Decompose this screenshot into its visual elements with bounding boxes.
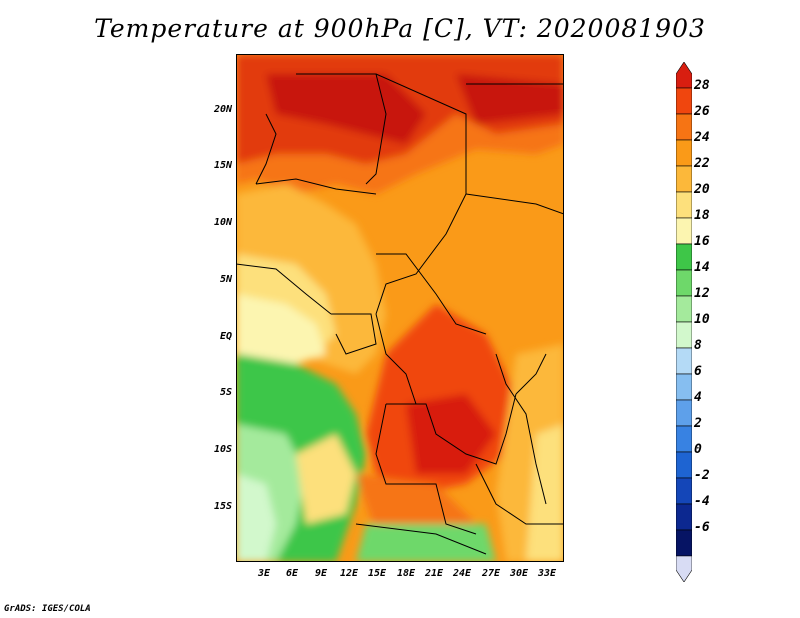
lon-label-18e: 18E <box>396 568 416 579</box>
colorbar-segment <box>675 165 693 193</box>
colorbar-label-4: 4 <box>694 390 702 405</box>
colorbar-segment <box>675 61 693 89</box>
lat-label-15n: 15N <box>213 160 232 171</box>
lon-label-12e: 12E <box>339 568 359 579</box>
colorbar-label-12: 12 <box>694 286 710 301</box>
grads-credit: GrADS: IGES/COLA <box>4 604 91 614</box>
colorbar-label-14: 14 <box>694 260 710 275</box>
colorbar-segment <box>675 321 693 349</box>
colorbar-label-22: 22 <box>694 156 710 171</box>
lon-label-3e: 3E <box>257 568 271 579</box>
lat-label-10s: 10S <box>213 444 232 455</box>
colorbar-label-neg2: -2 <box>694 468 710 483</box>
colorbar-segment <box>675 347 693 375</box>
colorbar-segment <box>675 191 693 219</box>
colorbar-label-20: 20 <box>694 182 710 197</box>
colorbar-segment <box>675 295 693 323</box>
colorbar-label-26: 26 <box>694 104 710 119</box>
colorbar-segment <box>675 139 693 167</box>
colorbar-label-16: 16 <box>694 234 710 249</box>
colorbar <box>675 61 693 586</box>
temperature-map <box>236 54 564 562</box>
colorbar-label-28: 28 <box>694 78 710 93</box>
lat-label-5n: 5N <box>219 274 232 285</box>
colorbar-segment <box>675 87 693 115</box>
colorbar-segment <box>675 503 693 531</box>
lon-label-24e: 24E <box>452 568 472 579</box>
lat-label-10n: 10N <box>213 217 232 228</box>
colorbar-label-8: 8 <box>694 338 702 353</box>
colorbar-label-10: 10 <box>694 312 710 327</box>
colorbar-segment <box>675 451 693 479</box>
lon-label-15e: 15E <box>367 568 387 579</box>
colorbar-label-6: 6 <box>694 364 702 379</box>
colorbar-label-18: 18 <box>694 208 710 223</box>
colorbar-segment <box>675 373 693 401</box>
lon-label-33e: 33E <box>537 568 557 579</box>
colorbar-segment <box>675 113 693 141</box>
lon-label-21e: 21E <box>424 568 444 579</box>
map-title: Temperature at 900hPa [C], VT: 202008190… <box>94 14 706 43</box>
lat-label-5s: 5S <box>219 387 232 398</box>
colorbar-segment <box>675 399 693 427</box>
colorbar-label-2: 2 <box>694 416 702 431</box>
colorbar-label-24: 24 <box>694 130 710 145</box>
colorbar-label-0: 0 <box>694 442 702 457</box>
lat-label-15s: 15S <box>213 501 232 512</box>
colorbar-segment <box>675 425 693 453</box>
colorbar-segment <box>675 555 693 583</box>
colorbar-segment <box>675 529 693 557</box>
colorbar-label-neg4: -4 <box>694 494 710 509</box>
colorbar-segment <box>675 269 693 297</box>
colorbar-segment <box>675 243 693 271</box>
lon-label-30e: 30E <box>509 568 529 579</box>
colorbar-segment <box>675 217 693 245</box>
lat-label-20n: 20N <box>213 104 232 115</box>
colorbar-segment <box>675 477 693 505</box>
lon-label-6e: 6E <box>285 568 299 579</box>
colorbar-label-neg6: -6 <box>694 520 710 535</box>
lon-label-9e: 9E <box>314 568 328 579</box>
lat-label-eq: EQ <box>219 331 232 342</box>
lon-label-27e: 27E <box>481 568 501 579</box>
